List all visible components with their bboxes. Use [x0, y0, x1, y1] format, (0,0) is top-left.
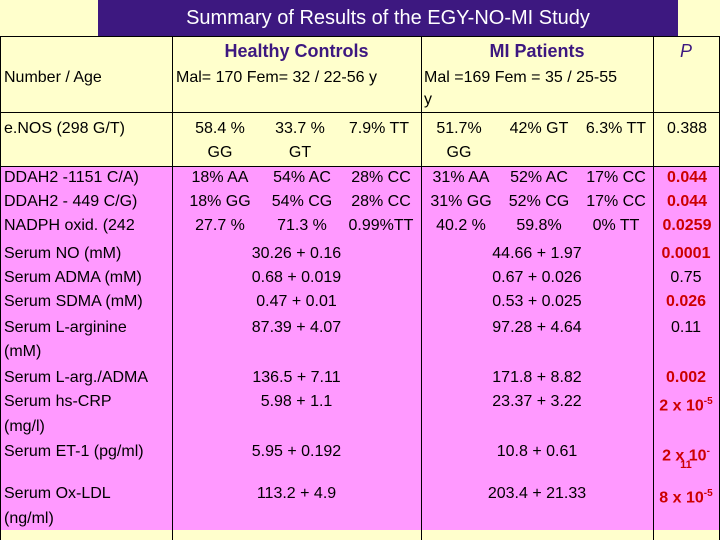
- rule: [0, 36, 1, 540]
- serum-mi: 0.53 + 0.025: [492, 293, 582, 310]
- serum-mi: 44.66 + 1.97: [492, 245, 582, 262]
- serum-label: Serum hs-CRP: [4, 393, 112, 410]
- enos-label: e.NOS (298 G/T): [4, 120, 125, 137]
- enos-h3: 7.9% TT: [348, 120, 410, 137]
- rule: [172, 36, 173, 540]
- serum-mi: 203.4 + 21.33: [487, 485, 587, 502]
- serum-label: Serum ET-1 (pg/ml): [4, 443, 144, 460]
- serum-label-unit: (mM): [4, 343, 42, 360]
- p-header: P: [679, 41, 692, 61]
- enos-p: 0.388: [666, 120, 708, 137]
- serum-label: Serum L-arg./ADMA: [4, 369, 149, 386]
- serum-healthy: 136.5 + 7.11: [252, 369, 341, 386]
- number-age-mi-cont: y: [424, 91, 432, 108]
- number-age-label: Number / Age: [4, 69, 102, 86]
- serum-label-unit: (mg/l): [4, 418, 45, 435]
- genotype-cell: 0.99%TT: [348, 217, 414, 234]
- serum-healthy: 5.95 + 0.192: [251, 443, 342, 460]
- serum-p: 0.11: [671, 319, 701, 336]
- serum-p: 2 x 10-: [662, 446, 710, 465]
- genotype-cell: 27.7 %: [195, 217, 245, 234]
- healthy-header: Healthy Controls: [224, 41, 369, 61]
- genotype-cell: 71.3 %: [277, 217, 327, 234]
- genotype-cell: 40.2 %: [436, 217, 486, 234]
- genotype-cell: 18% AA: [191, 169, 249, 186]
- genotype-label: DDAH2 -1151 C/A): [4, 169, 139, 186]
- serum-mi: 23.37 + 3.22: [492, 393, 582, 410]
- genotype-cell: 28% CC: [351, 193, 411, 210]
- genotype-cell: 17% CC: [586, 193, 646, 210]
- number-age-healthy: Mal= 170 Fem= 32 / 22-56 y: [176, 69, 377, 86]
- serum-label: Serum L-arginine: [4, 319, 127, 336]
- serum-p: 0.026: [665, 293, 707, 310]
- enos-m1: 51.7%: [436, 120, 482, 137]
- genotype-p: 0.044: [666, 193, 708, 210]
- serum-healthy: 0.68 + 0.019: [251, 269, 342, 286]
- genotype-cell: 59.8%: [516, 217, 562, 234]
- rule: [0, 112, 720, 113]
- serum-mi: 10.8 + 0.61: [496, 443, 578, 460]
- serum-label: Serum ADMA (mM): [4, 269, 142, 286]
- genotype-cell: 54% CG: [271, 193, 333, 210]
- enos-h1b: GG: [207, 144, 233, 161]
- serum-mi: 97.28 + 4.64: [492, 319, 582, 336]
- serum-label-unit: (ng/ml): [4, 510, 54, 527]
- genotype-band: [0, 166, 720, 240]
- serum-healthy: 5.98 + 1.1: [260, 393, 333, 410]
- serum-p-exponent-cont: 11: [680, 459, 692, 471]
- serum-mi: 171.8 + 8.82: [492, 369, 582, 386]
- serum-healthy: 87.39 + 4.07: [251, 319, 342, 336]
- enos-m1b: GG: [446, 144, 472, 161]
- serum-label: Serum SDMA (mM): [4, 293, 143, 310]
- genotype-cell: 54% AC: [273, 169, 331, 186]
- serum-p: 2 x 10-5: [659, 396, 713, 415]
- rule: [653, 36, 654, 540]
- genotype-cell: 31% GG: [430, 193, 492, 210]
- genotype-cell: 52% CG: [508, 193, 570, 210]
- serum-p: 8 x 10-5: [659, 488, 713, 507]
- enos-h2: 33.7 %: [275, 120, 325, 137]
- serum-band: [0, 240, 720, 530]
- serum-healthy: 0.47 + 0.01: [256, 293, 337, 310]
- enos-h2b: GT: [288, 144, 312, 161]
- mi-header: MI Patients: [489, 41, 585, 61]
- rule: [0, 36, 720, 37]
- genotype-cell: 17% CC: [586, 169, 646, 186]
- rule: [421, 36, 422, 540]
- genotype-p: 0.0259: [662, 217, 712, 234]
- rule: [0, 166, 720, 167]
- genotype-cell: 28% CC: [351, 169, 411, 186]
- genotype-cell: 0% TT: [592, 217, 640, 234]
- serum-p: 0.0001: [661, 245, 711, 262]
- serum-label: Serum NO (mM): [4, 245, 122, 262]
- enos-h1: 58.4 %: [195, 120, 245, 137]
- serum-p: 0.75: [670, 269, 702, 286]
- genotype-cell: 52% AC: [510, 169, 568, 186]
- genotype-p: 0.044: [666, 169, 708, 186]
- enos-m3: 6.3% TT: [585, 120, 647, 137]
- serum-mi: 0.67 + 0.026: [492, 269, 582, 286]
- serum-healthy: 113.2 + 4.9: [256, 485, 337, 502]
- serum-label: Serum Ox-LDL: [4, 485, 111, 502]
- serum-healthy: 30.26 + 0.16: [251, 245, 342, 262]
- serum-p: 0.002: [665, 369, 707, 386]
- number-age-mi: Mal =169 Fem = 35 / 25-55: [424, 69, 617, 86]
- page-title: Summary of Results of the EGY-NO-MI Stud…: [98, 0, 678, 36]
- genotype-cell: 18% GG: [189, 193, 251, 210]
- genotype-cell: 31% AA: [432, 169, 490, 186]
- genotype-label: DDAH2 - 449 C/G): [4, 193, 138, 210]
- enos-m2: 42% GT: [509, 120, 569, 137]
- genotype-label: NADPH oxid. (242: [4, 217, 135, 234]
